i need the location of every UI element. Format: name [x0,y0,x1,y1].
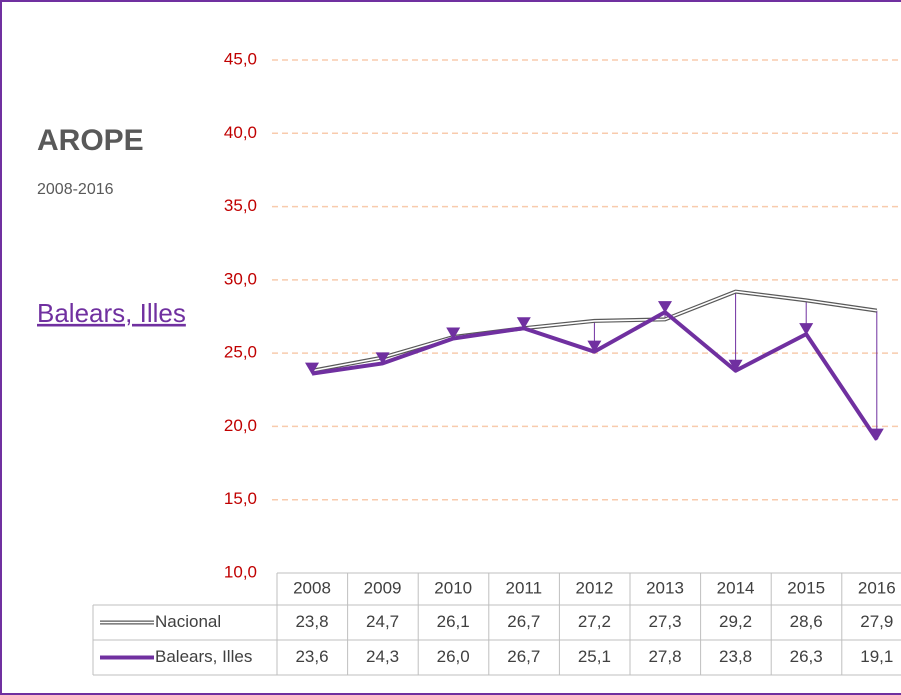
table-value: 26,7 [507,612,540,631]
region-link[interactable]: Balears, Illes [37,298,186,328]
table-value: 27,8 [648,647,681,666]
y-tick-label: 35,0 [224,196,257,215]
x-tick-label: 2009 [364,578,402,597]
table-value: 19,1 [860,647,893,666]
table-value: 25,1 [578,647,611,666]
table-value: 27,3 [648,612,681,631]
y-tick-label: 30,0 [224,269,257,288]
table-value: 23,6 [295,647,328,666]
chart-title: AROPE [37,124,144,157]
legend-label: Balears, Illes [155,647,252,666]
y-tick-label: 20,0 [224,416,257,435]
table-value: 27,2 [578,612,611,631]
chart-subtitle: 2008-2016 [37,181,114,198]
line [311,290,877,372]
legend-label: Nacional [155,612,221,631]
table-value: 29,2 [719,612,752,631]
marker [446,327,461,340]
marker [305,362,319,375]
x-tick-label: 2016 [858,578,896,597]
x-tick-label: 2015 [787,578,825,597]
table-value: 28,6 [790,612,823,631]
marker [375,352,390,365]
y-tick-label: 10,0 [224,562,257,581]
y-tick-label: 45,0 [224,49,257,68]
marker [658,301,672,314]
y-tick-label: 25,0 [224,343,257,362]
y-tick-label: 15,0 [224,489,257,508]
x-tick-label: 2010 [434,578,472,597]
marker [869,428,884,441]
table-value: 24,7 [366,612,399,631]
x-tick-label: 2012 [575,578,613,597]
table-value: 26,1 [437,612,470,631]
table-value: 26,7 [507,647,540,666]
marker [587,340,602,353]
x-tick-label: 2011 [506,578,543,597]
table-value: 27,9 [860,612,893,631]
table-value: 23,8 [295,612,328,631]
marker [728,359,743,372]
table-value: 23,8 [719,647,752,666]
x-tick-label: 2008 [293,578,331,597]
table-value: 26,3 [790,647,823,666]
table-value: 24,3 [366,647,399,666]
x-tick-label: 2013 [646,578,684,597]
marker [516,317,531,330]
y-tick-label: 40,0 [224,123,257,142]
x-tick-label: 2014 [717,578,755,597]
table-value: 26,0 [437,647,470,666]
marker [799,323,814,336]
